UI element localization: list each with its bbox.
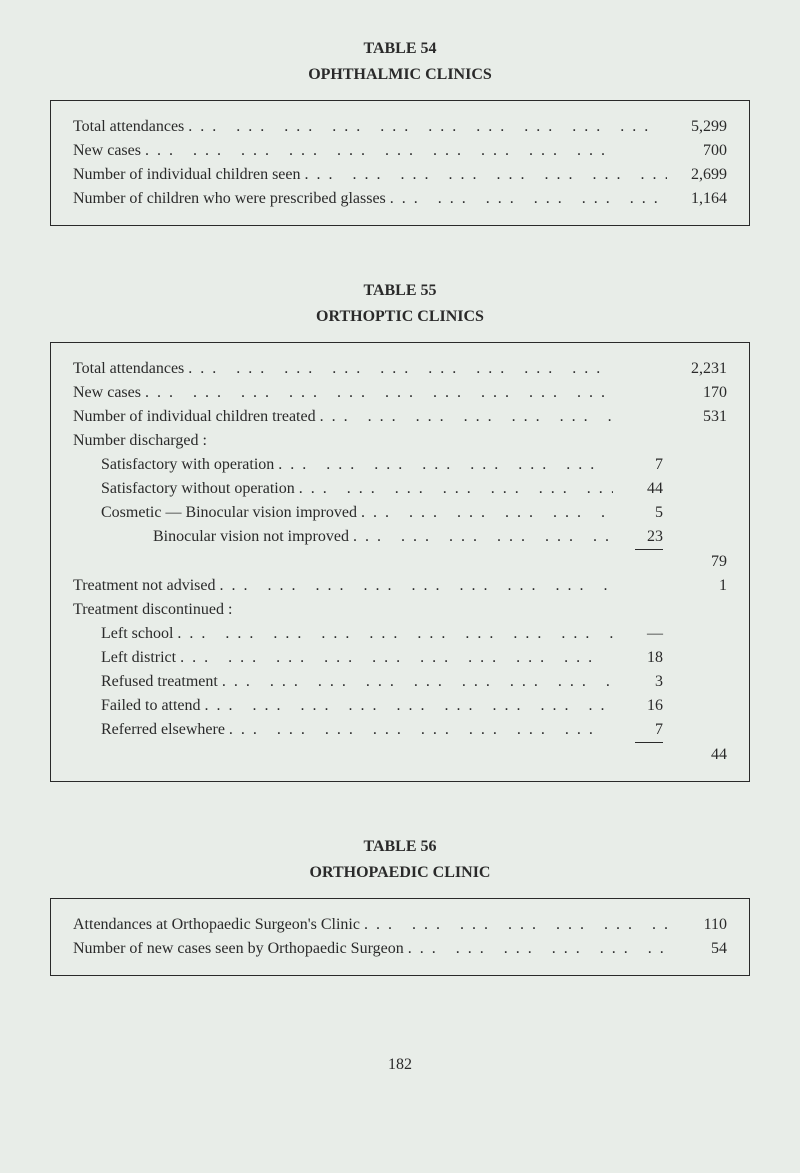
table-row: Left district... ... ... ... ... ... ...… xyxy=(73,646,727,670)
row-label: Total attendances xyxy=(73,357,184,381)
table-row: Total attendances... ... ... ... ... ...… xyxy=(73,357,727,381)
row-value-col1: — xyxy=(613,622,667,646)
leader-dots: ... ... ... ... ... ... ... ... ... ... xyxy=(295,477,613,501)
table-row: Total attendances... ... ... ... ... ...… xyxy=(73,115,727,139)
row-label: Number of individual children treated xyxy=(73,405,316,429)
leader-dots: ... ... ... ... ... ... ... ... ... ... xyxy=(184,115,667,139)
table-row: Treatment not advised... ... ... ... ...… xyxy=(73,574,727,598)
table54-box: Total attendances... ... ... ... ... ...… xyxy=(50,100,750,226)
row-label: Treatment discontinued : xyxy=(73,598,232,622)
table-row: Binocular vision not improved... ... ...… xyxy=(73,525,727,550)
row-label: Binocular vision not improved xyxy=(73,525,349,549)
table56-title: ORTHOPAEDIC CLINIC xyxy=(50,864,750,882)
row-value-col2: 170 xyxy=(667,381,727,405)
leader-dots: ... ... ... ... ... ... ... ... ... ... xyxy=(176,646,613,670)
table-row: Refused treatment... ... ... ... ... ...… xyxy=(73,670,727,694)
row-value-col1: 7 xyxy=(613,718,667,743)
row-value-col2: 1 xyxy=(667,574,727,598)
table55-number: TABLE 55 xyxy=(50,282,750,300)
table-row: Satisfactory without operation... ... ..… xyxy=(73,477,727,501)
row-value-col1: 3 xyxy=(613,670,667,694)
row-label: Refused treatment xyxy=(73,670,218,694)
table-row: 79 xyxy=(73,550,727,574)
row-label: Number of new cases seen by Orthopaedic … xyxy=(73,937,404,961)
table-row: Left school... ... ... ... ... ... ... .… xyxy=(73,622,727,646)
row-value-col2: 531 xyxy=(667,405,727,429)
table-row: Referred elsewhere... ... ... ... ... ..… xyxy=(73,718,727,743)
row-label: Number discharged : xyxy=(73,429,207,453)
table55-title: ORTHOPTIC CLINICS xyxy=(50,308,750,326)
table-row: Number of new cases seen by Orthopaedic … xyxy=(73,937,727,961)
table-row: Failed to attend... ... ... ... ... ... … xyxy=(73,694,727,718)
row-label: Total attendances xyxy=(73,115,184,139)
table-row: New cases... ... ... ... ... ... ... ...… xyxy=(73,381,727,405)
leader-dots: ... ... ... ... ... ... ... ... ... ... xyxy=(357,501,613,525)
row-label: New cases xyxy=(73,381,141,405)
row-value-col1: 5 xyxy=(613,501,667,525)
leader-dots: ... ... ... ... ... ... ... ... ... ... xyxy=(173,622,613,646)
row-value-col1: 16 xyxy=(613,694,667,718)
row-label: Satisfactory with operation xyxy=(73,453,274,477)
row-label: Referred elsewhere xyxy=(73,718,225,742)
row-label: Left district xyxy=(73,646,176,670)
row-value: 110 xyxy=(667,913,727,937)
row-value: 700 xyxy=(667,139,727,163)
leader-dots: ... ... ... ... ... ... ... ... ... ... xyxy=(201,694,613,718)
row-value-col1: 44 xyxy=(613,477,667,501)
row-label: Cosmetic — Binocular vision improved xyxy=(73,501,357,525)
row-value: 54 xyxy=(667,937,727,961)
row-value: 5,299 xyxy=(667,115,727,139)
table-row: Number of children who were prescribed g… xyxy=(73,187,727,211)
leader-dots: ... ... ... ... ... ... ... ... ... ... xyxy=(216,574,614,598)
row-label: Satisfactory without operation xyxy=(73,477,295,501)
table-row: Cosmetic — Binocular vision improved... … xyxy=(73,501,727,525)
leader-dots: ... ... ... ... ... ... ... ... ... ... xyxy=(225,718,613,742)
leader-dots: ... ... ... ... ... ... ... ... ... ... xyxy=(301,163,668,187)
leader-dots: ... ... ... ... ... ... ... ... ... ... xyxy=(386,187,667,211)
row-label: Attendances at Orthopaedic Surgeon's Cli… xyxy=(73,913,360,937)
row-value-col2: 44 xyxy=(667,743,727,767)
leader-dots: ... ... ... ... ... ... ... ... xyxy=(360,913,667,937)
row-label: New cases xyxy=(73,139,141,163)
row-label: Number of individual children seen xyxy=(73,163,301,187)
leader-dots: ... ... ... ... ... ... ... ... ... ... xyxy=(184,357,613,381)
row-value-col1: 18 xyxy=(613,646,667,670)
leader-dots: ... ... ... ... ... ... ... ... xyxy=(404,937,667,961)
table-row: Number discharged : xyxy=(73,429,727,453)
leader-dots: ... ... ... ... ... ... ... ... ... ... xyxy=(349,525,613,549)
table54-title: OPHTHALMIC CLINICS xyxy=(50,66,750,84)
table-row: Satisfactory with operation... ... ... .… xyxy=(73,453,727,477)
row-value-col1: 23 xyxy=(613,525,667,550)
table-row: Number of individual children treated...… xyxy=(73,405,727,429)
table-row: New cases... ... ... ... ... ... ... ...… xyxy=(73,139,727,163)
row-value: 1,164 xyxy=(667,187,727,211)
table-row: Treatment discontinued : xyxy=(73,598,727,622)
table-row: Attendances at Orthopaedic Surgeon's Cli… xyxy=(73,913,727,937)
row-label: Number of children who were prescribed g… xyxy=(73,187,386,211)
table56-number: TABLE 56 xyxy=(50,838,750,856)
row-value-col2: 2,231 xyxy=(667,357,727,381)
row-label: Failed to attend xyxy=(73,694,201,718)
row-label: Left school xyxy=(73,622,173,646)
leader-dots: ... ... ... ... ... ... ... ... ... ... xyxy=(141,139,667,163)
page-number: 182 xyxy=(50,1056,750,1074)
leader-dots: ... ... ... ... ... ... ... ... ... ... xyxy=(141,381,613,405)
table56-box: Attendances at Orthopaedic Surgeon's Cli… xyxy=(50,898,750,976)
table55-box: Total attendances... ... ... ... ... ...… xyxy=(50,342,750,782)
leader-dots: ... ... ... ... ... ... ... ... ... ... xyxy=(218,670,613,694)
row-value: 2,699 xyxy=(667,163,727,187)
table-row: 44 xyxy=(73,743,727,767)
table54-number: TABLE 54 xyxy=(50,40,750,58)
leader-dots: ... ... ... ... ... ... ... ... ... ... xyxy=(316,405,613,429)
table-row: Number of individual children seen... ..… xyxy=(73,163,727,187)
row-value-col2: 79 xyxy=(667,550,727,574)
row-value-col1: 7 xyxy=(613,453,667,477)
leader-dots: ... ... ... ... ... ... ... ... ... ... xyxy=(274,453,613,477)
row-label: Treatment not advised xyxy=(73,574,216,598)
